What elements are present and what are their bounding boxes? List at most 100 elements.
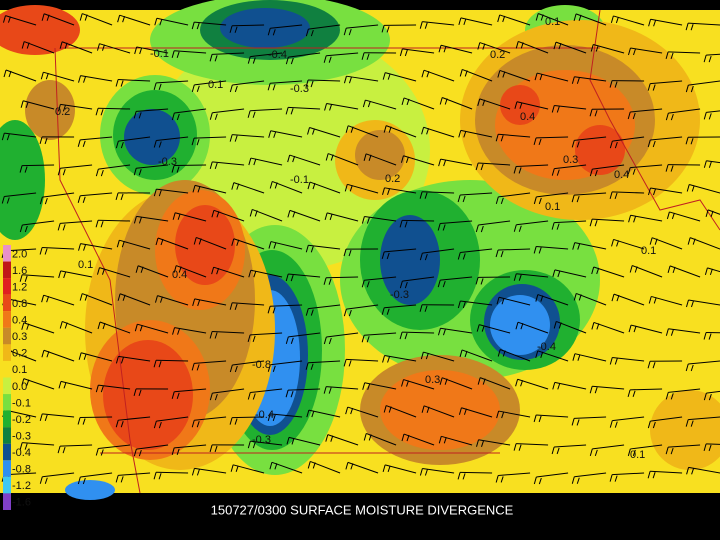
legend-swatch: [3, 427, 11, 444]
barb-tick: [421, 70, 425, 78]
barb-tick: [497, 349, 501, 357]
barb-tick: [77, 195, 81, 203]
wind-barb: [194, 136, 227, 139]
barb-tick: [424, 305, 428, 312]
contour: [25, 80, 75, 140]
wind-barb: [80, 136, 113, 141]
barb-tick: [323, 386, 327, 394]
legend-label: 0.3: [12, 331, 27, 343]
wind-barb: [232, 360, 265, 366]
wind-barb: [288, 52, 321, 58]
barb-tick: [231, 182, 235, 190]
barb-tick: [153, 140, 157, 148]
barb-tick: [366, 217, 370, 224]
barb-tick: [685, 84, 689, 93]
wind-barb: [60, 444, 93, 447]
wind-barb: [498, 472, 531, 476]
barb-tick: [83, 244, 86, 251]
barb-tick: [24, 443, 28, 450]
barb-tick: [572, 353, 576, 361]
barb-tick: [399, 331, 403, 340]
barb-tick: [589, 219, 593, 227]
wind-barb: [706, 53, 720, 56]
barb-tick: [323, 277, 327, 285]
barb-tick: [438, 436, 442, 444]
color-legend: 2.0 1.6 1.2 0.8 0.4 0.3 0.2 0.1 0.0 -0.1 -0.2 -0.3 -…: [3, 245, 31, 510]
barb-tick: [670, 165, 674, 172]
wind-barb: [668, 108, 701, 114]
wind-barb: [422, 248, 455, 254]
barb-tick: [26, 323, 30, 330]
wind-barb: [346, 304, 379, 310]
contour-label: -0.3: [158, 156, 177, 168]
legend-swatch: [3, 460, 11, 477]
barb-tick: [214, 162, 218, 170]
barb-tick: [480, 163, 484, 171]
contour-label: 0.1: [78, 259, 93, 271]
legend-label: 1.2: [12, 281, 27, 293]
barb-tick: [330, 435, 334, 442]
barb-tick: [399, 220, 403, 228]
barb-tick: [96, 43, 100, 51]
contour-label: 0.2: [490, 49, 505, 61]
barb-tick: [367, 383, 371, 390]
barb-tick: [21, 41, 25, 49]
barb-tick: [388, 406, 392, 413]
barb-tick: [419, 21, 423, 29]
wind-barb: [612, 191, 645, 194]
wind-barb: [118, 416, 151, 421]
barb-tick: [401, 433, 405, 442]
barb-tick: [95, 169, 99, 177]
barb-tick: [58, 381, 62, 389]
barb-tick: [193, 237, 197, 245]
barb-tick: [401, 379, 404, 387]
wind-barb: [250, 332, 283, 336]
barb-tick: [310, 309, 314, 316]
wind-barb: [98, 219, 131, 222]
wind-barb: [288, 273, 321, 278]
barb-tick: [19, 442, 23, 450]
wind-barb: [574, 76, 607, 82]
wind-barb: [592, 218, 625, 222]
barb-tick: [310, 363, 314, 370]
barb-tick: [159, 19, 163, 26]
barb-tick: [382, 72, 386, 80]
barb-tick: [285, 390, 289, 398]
barb-tick: [305, 79, 309, 88]
barb-tick: [133, 388, 137, 397]
barb-tick: [252, 335, 256, 343]
barb-tick: [45, 73, 49, 80]
barb-tick: [653, 297, 657, 304]
barb-tick: [191, 138, 195, 146]
barb-tick: [155, 237, 159, 246]
barb-tick: [83, 353, 87, 360]
barb-tick: [57, 446, 61, 454]
barb-tick: [571, 76, 575, 84]
barb-tick: [520, 380, 524, 387]
barb-tick: [477, 42, 481, 50]
barb-tick: [39, 136, 43, 145]
wind-barb: [554, 444, 587, 448]
barb-tick: [290, 57, 294, 65]
barb-tick: [323, 336, 327, 345]
wind-barb: [22, 274, 55, 278]
wind-barb: [422, 21, 455, 26]
barb-tick: [361, 216, 365, 224]
barb-tick: [254, 210, 258, 217]
wind-barb: [650, 18, 683, 26]
barb-tick: [253, 271, 257, 278]
barb-tick: [328, 337, 332, 345]
barb-tick: [518, 274, 522, 281]
barb-tick: [540, 295, 544, 302]
barb-tick: [176, 392, 180, 399]
barb-tick: [305, 245, 309, 253]
legend-swatch: [3, 443, 11, 461]
barb-tick: [345, 462, 349, 470]
wind-barb: [574, 416, 607, 419]
barb-tick: [139, 325, 143, 332]
barb-tick: [62, 105, 66, 112]
barb-tick: [139, 47, 143, 55]
wind-barb: [536, 414, 569, 418]
wind-barb: [630, 164, 663, 169]
barb-tick: [647, 420, 651, 429]
